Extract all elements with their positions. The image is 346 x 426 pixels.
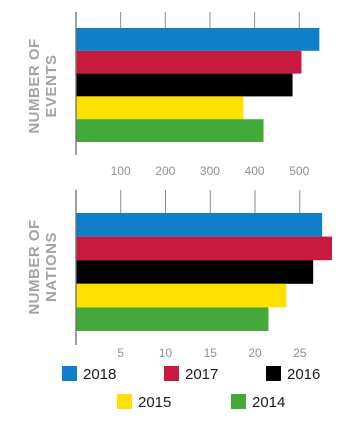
events-ylabel: NUMBER OF EVENTS <box>26 38 60 133</box>
legend-swatch-2014 <box>231 394 246 409</box>
events-tick-label: 200 <box>155 164 175 178</box>
legend-label-2017: 2017 <box>185 366 218 383</box>
nations-ylabel-line: NUMBER OF <box>26 219 43 314</box>
nations-ylabel-line: NATIONS <box>43 232 60 302</box>
nations-bar-2014 <box>76 307 269 331</box>
events-tick-label: 100 <box>111 164 131 178</box>
legend-label-2015: 2015 <box>138 394 171 411</box>
events-bar-2018 <box>76 28 320 51</box>
legend-swatch-2016 <box>266 366 281 381</box>
legend-swatch-2015 <box>117 394 132 409</box>
events-ylabel-line: NUMBER OF <box>26 38 43 133</box>
nations-ylabel: NUMBER OF NATIONS <box>26 219 60 314</box>
events-bar-2016 <box>76 73 293 97</box>
nations-bar-2017 <box>76 236 332 261</box>
nations-tick-label: 10 <box>159 346 173 360</box>
nations-bar-2018 <box>76 213 323 237</box>
legend-label-2018: 2018 <box>83 366 116 383</box>
legend-label-2014: 2014 <box>252 394 285 411</box>
events-tick-label: 400 <box>245 164 265 178</box>
events-bar-2014 <box>76 119 264 142</box>
legend-swatch-2018 <box>62 366 77 381</box>
events-bar-2015 <box>76 96 244 120</box>
legend-swatch-2017 <box>164 366 179 381</box>
events-tick-label: 500 <box>289 164 309 178</box>
nations-bar-2015 <box>76 283 287 308</box>
nations-tick-label: 20 <box>248 346 262 360</box>
nations-tick-label: 5 <box>117 346 124 360</box>
events-tick-label: 300 <box>200 164 220 178</box>
nations-bar-2016 <box>76 260 314 284</box>
events-bar-2017 <box>76 50 302 74</box>
nations-tick-label: 25 <box>293 346 307 360</box>
events-ylabel-line: EVENTS <box>43 54 60 117</box>
legend-label-2016: 2016 <box>287 366 320 383</box>
nations-tick-label: 15 <box>204 346 218 360</box>
